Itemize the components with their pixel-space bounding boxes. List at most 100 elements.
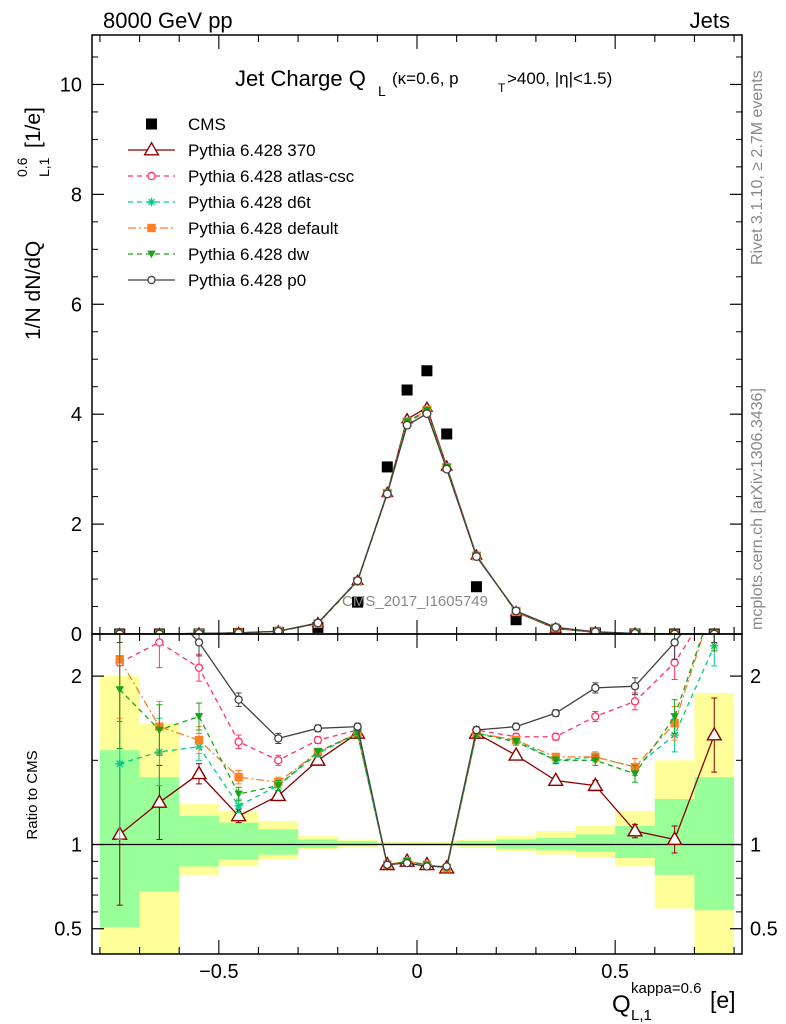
ratio-series-p0 xyxy=(116,588,718,871)
legend-entry-p370: Pythia 6.428 370 xyxy=(128,141,316,160)
ratio-point-dw-16 xyxy=(670,713,679,721)
main-panel-series xyxy=(114,365,720,634)
legend-label-default: Pythia 6.428 default xyxy=(188,219,339,238)
main-ytick-label-1: 2 xyxy=(71,514,82,536)
ratio-point-p0-0 xyxy=(116,588,123,595)
legend-entry-d6t: Pythia 6.428 d6t xyxy=(128,193,311,212)
ratio-point-dw-12 xyxy=(511,738,521,746)
legend-label-dw: Pythia 6.428 dw xyxy=(188,245,310,264)
xlabel-sup: kappa=0.6 xyxy=(631,980,701,997)
band-green-6 xyxy=(337,841,378,847)
ratio-point-p0-7 xyxy=(383,860,392,869)
ratio-point-p0-11 xyxy=(472,725,481,735)
ratio-point-p0-10 xyxy=(442,862,451,871)
legend-marker-dw xyxy=(147,250,156,259)
main-axis-ticks: 0 2 4 6 8 10 xyxy=(60,35,742,646)
band-green-2 xyxy=(179,815,219,867)
ratio-point-atlas_csc-16 xyxy=(670,658,679,667)
energy-label: 8000 GeV pp xyxy=(103,8,233,33)
main-ytick-label-2: 4 xyxy=(71,404,82,426)
legend-entry-atlas_csc: Pythia 6.428 atlas-csc xyxy=(128,167,355,186)
xlabel-unit: [e] xyxy=(710,987,736,1013)
ratio-point-p370-4 xyxy=(270,787,287,802)
legend: CMS Pythia 6.428 370 Pythia 6.428 atlas-cs… xyxy=(128,115,355,290)
band-green-14 xyxy=(575,834,616,853)
legend-marker-cms xyxy=(146,118,157,130)
xtick-label-2: 0.5 xyxy=(601,961,629,983)
ratio-point-dw-6 xyxy=(353,730,362,738)
main-point-p0-12 xyxy=(511,606,521,616)
main-ylabel-sup: 0.6 xyxy=(14,157,30,177)
ratio-point-p0-1 xyxy=(156,597,163,604)
ratio-line-p0 xyxy=(190,634,683,868)
ratio-ytick-label-1: 1 xyxy=(71,835,82,857)
main-point-cms-12 xyxy=(510,614,522,626)
main-point-cms-8 xyxy=(401,384,413,396)
ratio-point-p370-2 xyxy=(190,765,208,780)
ratio-point-p370-15 xyxy=(626,822,644,837)
main-point-p0-13 xyxy=(551,622,561,632)
jets-label: Jets xyxy=(690,8,730,33)
main-ylabel: 1/N dN/dQ 0.6 L,1 [1/e] xyxy=(14,107,52,340)
ratio-point-p370-17 xyxy=(706,726,723,741)
ratio-point-dw-1 xyxy=(155,726,164,735)
ratio-point-atlas_csc-1 xyxy=(155,638,164,647)
ratio-point-atlas_csc-5 xyxy=(313,735,323,745)
main-point-p0-9 xyxy=(422,409,432,419)
rivet-version-label: Rivet 3.1.10, ≥ 2.7M events xyxy=(749,70,766,265)
ratio-point-p370-1 xyxy=(151,793,168,808)
main-point-cms-7 xyxy=(381,461,393,473)
main-point-p0-11 xyxy=(471,552,481,561)
ratio-point-p0-8 xyxy=(402,858,412,868)
ratio-point-p0-9 xyxy=(422,862,432,871)
ratio-line-default xyxy=(119,634,705,869)
ratio-point-default-17 xyxy=(710,596,718,604)
ratio-point-dw-3 xyxy=(234,790,243,799)
ratio-point-p0-3 xyxy=(234,695,243,704)
ratio-panel-frame xyxy=(91,633,743,955)
main-ytick-label-0: 0 xyxy=(71,624,82,646)
title-params-rest: >400, |η|<1.5) xyxy=(507,69,612,88)
main-ytick-label-4: 8 xyxy=(71,184,82,206)
legend-marker-atlas_csc xyxy=(147,171,156,181)
ratio-point-dw-2 xyxy=(194,713,204,721)
ratio-point-dw-13 xyxy=(551,756,560,765)
ratio-panel-series xyxy=(111,588,723,906)
ratio-point-p0-6 xyxy=(353,722,362,731)
ratio-point-p370-16 xyxy=(666,830,683,845)
main-ytick-label-3: 6 xyxy=(71,294,82,316)
ratio-point-atlas_csc-4 xyxy=(274,756,283,765)
xlabel-q: Q xyxy=(612,991,631,1018)
main-point-p0-6 xyxy=(353,576,363,586)
ratio-uncertainty-bands xyxy=(99,676,735,954)
ratio-point-p0-5 xyxy=(313,724,323,733)
ratio-ytick-label-right-1: 1 xyxy=(750,835,761,857)
main-point-p0-8 xyxy=(402,420,412,430)
legend-marker-d6t xyxy=(147,197,156,207)
legend-label-d6t: Pythia 6.428 d6t xyxy=(188,193,311,212)
ratio-point-p370-12 xyxy=(507,746,525,761)
ratio-point-default-2 xyxy=(194,735,204,745)
ratio-point-p370-14 xyxy=(587,776,604,792)
band-green-11 xyxy=(456,841,497,847)
ratio-point-default-3 xyxy=(234,772,243,782)
title-main: Jet Charge Q xyxy=(235,66,366,91)
title-params-sub: T xyxy=(498,81,506,95)
main-point-p0-5 xyxy=(313,618,323,628)
plot-title: Jet Charge Q L (κ=0.6, p T >400, |η|<1.5… xyxy=(235,66,612,99)
ratio-point-dw-15 xyxy=(630,770,640,778)
main-point-p0-3 xyxy=(234,628,244,634)
legend-label-cms: CMS xyxy=(188,115,226,134)
main-point-p0-7 xyxy=(382,489,392,499)
mcplots-label: mcplots.cern.ch [arXiv:1306.3436] xyxy=(749,388,766,630)
legend-entry-dw: Pythia 6.428 dw xyxy=(128,245,310,264)
legend-entry-p0: Pythia 6.428 p0 xyxy=(128,271,306,290)
main-ylabel-sub: L,1 xyxy=(36,157,52,177)
legend-label-p0: Pythia 6.428 p0 xyxy=(188,271,306,290)
legend-label-atlas_csc: Pythia 6.428 atlas-csc xyxy=(188,167,355,186)
legend-entry-default: Pythia 6.428 default xyxy=(128,219,339,238)
ratio-point-p0-16 xyxy=(670,638,679,647)
legend-marker-p0 xyxy=(147,275,156,285)
main-point-cms-9 xyxy=(421,365,433,377)
